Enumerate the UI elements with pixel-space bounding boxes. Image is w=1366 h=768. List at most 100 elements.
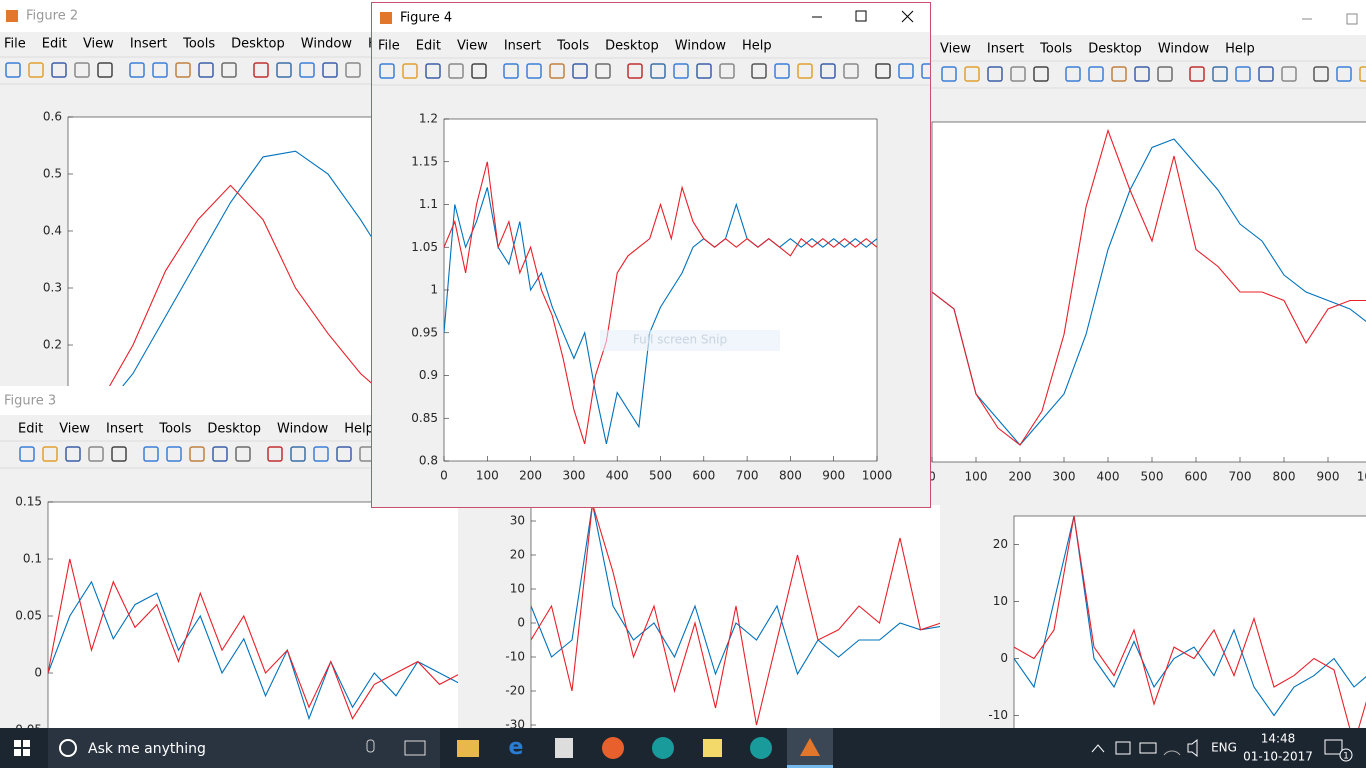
- toolbar-icon[interactable]: [650, 63, 666, 79]
- toolbar-icon[interactable]: [921, 63, 936, 79]
- menu-item[interactable]: Tools: [158, 422, 191, 437]
- toolbar-icon[interactable]: [42, 446, 58, 462]
- toolbar-icon[interactable]: [1281, 66, 1297, 82]
- toolbar-icon[interactable]: [88, 446, 104, 462]
- toolbar-icon[interactable]: [1033, 66, 1049, 82]
- search-text[interactable]: Ask me anything: [88, 741, 206, 757]
- menu-item[interactable]: Edit: [416, 39, 441, 54]
- toolbar-icon[interactable]: [5, 62, 21, 78]
- toolbar-icon[interactable]: [471, 63, 487, 79]
- toolbar-icon[interactable]: [97, 62, 113, 78]
- app-store[interactable]: [555, 738, 573, 758]
- app-notes[interactable]: [703, 739, 722, 757]
- toolbar-icon[interactable]: [751, 63, 767, 79]
- toolbar-icon[interactable]: [74, 62, 90, 78]
- toolbar-icon[interactable]: [572, 63, 588, 79]
- toolbar-icon[interactable]: [267, 446, 283, 462]
- menu-item[interactable]: Desktop: [207, 422, 261, 437]
- tray-lang[interactable]: ENG: [1211, 741, 1237, 755]
- toolbar-icon[interactable]: [797, 63, 813, 79]
- toolbar-icon[interactable]: [627, 63, 643, 79]
- toolbar-icon[interactable]: [673, 63, 689, 79]
- toolbar-icon[interactable]: [820, 63, 836, 79]
- menu-item[interactable]: Insert: [106, 422, 143, 437]
- toolbar-icon[interactable]: [290, 446, 306, 462]
- toolbar-icon[interactable]: [379, 63, 395, 79]
- menu-item[interactable]: File: [378, 39, 400, 54]
- toolbar-icon[interactable]: [1134, 66, 1150, 82]
- toolbar-icon[interactable]: [111, 446, 127, 462]
- toolbar-icon[interactable]: [526, 63, 542, 79]
- toolbar-icon[interactable]: [549, 63, 565, 79]
- menu-item[interactable]: Help: [742, 39, 772, 54]
- menu-item[interactable]: Insert: [987, 42, 1024, 57]
- toolbar-icon[interactable]: [1235, 66, 1251, 82]
- app-edge[interactable]: e: [509, 735, 524, 760]
- toolbar-icon[interactable]: [503, 63, 519, 79]
- toolbar-icon[interactable]: [166, 446, 182, 462]
- clock-date[interactable]: 01-10-2017: [1243, 750, 1313, 764]
- menu-item[interactable]: Insert: [130, 37, 167, 52]
- toolbar-icon[interactable]: [212, 446, 228, 462]
- toolbar-icon[interactable]: [1359, 66, 1366, 82]
- menu-item[interactable]: View: [457, 39, 488, 54]
- menu-item[interactable]: Tools: [556, 39, 589, 54]
- toolbar-icon[interactable]: [987, 66, 1003, 82]
- toolbar-icon[interactable]: [129, 62, 145, 78]
- toolbar-icon[interactable]: [964, 66, 980, 82]
- toolbar-icon[interactable]: [51, 62, 67, 78]
- toolbar-icon[interactable]: [19, 446, 35, 462]
- toolbar-icon[interactable]: [276, 62, 292, 78]
- toolbar-icon[interactable]: [1212, 66, 1228, 82]
- toolbar-icon[interactable]: [1065, 66, 1081, 82]
- toolbar-icon[interactable]: [221, 62, 237, 78]
- toolbar-icon[interactable]: [1258, 66, 1274, 82]
- task-view[interactable]: [404, 740, 426, 756]
- maximize-button[interactable]: [855, 10, 867, 22]
- toolbar-icon[interactable]: [774, 63, 790, 79]
- menu-item[interactable]: Help: [1225, 42, 1255, 57]
- toolbar-icon[interactable]: [235, 446, 251, 462]
- menu-item[interactable]: Help: [368, 37, 398, 52]
- toolbar-icon[interactable]: [1088, 66, 1104, 82]
- toolbar-icon[interactable]: [65, 446, 81, 462]
- toolbar-icon[interactable]: [1336, 66, 1352, 82]
- tray-icon[interactable]: [1115, 741, 1131, 755]
- toolbar-icon[interactable]: [345, 62, 361, 78]
- menu-item[interactable]: Tools: [1039, 42, 1072, 57]
- app-arduino-2[interactable]: [750, 737, 772, 759]
- toolbar-icon[interactable]: [198, 62, 214, 78]
- mic-icon[interactable]: [366, 739, 375, 753]
- toolbar-icon[interactable]: [448, 63, 464, 79]
- toolbar-icon[interactable]: [402, 63, 418, 79]
- toolbar-icon[interactable]: [152, 62, 168, 78]
- menu-item[interactable]: Tools: [182, 37, 215, 52]
- menu-item[interactable]: View: [59, 422, 90, 437]
- start-button[interactable]: [14, 740, 30, 756]
- menu-item[interactable]: View: [83, 37, 114, 52]
- toolbar-icon[interactable]: [1111, 66, 1127, 82]
- app-arduino[interactable]: [652, 737, 674, 759]
- close-button[interactable]: [901, 10, 914, 23]
- toolbar-icon[interactable]: [1157, 66, 1173, 82]
- menu-item[interactable]: View: [940, 42, 971, 57]
- menu-item[interactable]: Window: [277, 422, 329, 437]
- toolbar-icon[interactable]: [336, 446, 352, 462]
- toolbar-icon[interactable]: [1010, 66, 1026, 82]
- toolbar-icon[interactable]: [941, 66, 957, 82]
- menu-item[interactable]: Desktop: [605, 39, 659, 54]
- menu-item[interactable]: Insert: [504, 39, 541, 54]
- toolbar-icon[interactable]: [175, 62, 191, 78]
- tray-chevron[interactable]: [1091, 744, 1105, 753]
- toolbar-icon[interactable]: [322, 62, 338, 78]
- toolbar-icon[interactable]: [143, 446, 159, 462]
- search-box[interactable]: [48, 728, 440, 768]
- action-center[interactable]: [1324, 739, 1343, 755]
- toolbar-icon[interactable]: [189, 446, 205, 462]
- toolbar-icon[interactable]: [719, 63, 735, 79]
- menu-item[interactable]: Desktop: [231, 37, 285, 52]
- menu-item[interactable]: File: [4, 37, 26, 52]
- toolbar-icon[interactable]: [875, 63, 891, 79]
- clock-time[interactable]: 14:48: [1261, 732, 1296, 746]
- menu-item[interactable]: Edit: [18, 422, 43, 437]
